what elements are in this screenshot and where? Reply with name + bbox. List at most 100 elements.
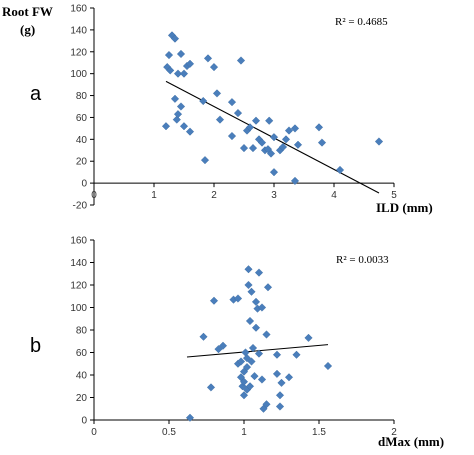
panel-a-x-axis-title: ILD (mm) — [376, 200, 433, 215]
panel-b-x-tick-label: 2 — [391, 427, 397, 438]
panel-b-data-point — [233, 294, 243, 303]
panel-a-data-point — [257, 138, 267, 147]
panel-a-data-point — [170, 94, 180, 103]
panel-a-data-point — [212, 89, 222, 98]
panel-b-data-point — [209, 296, 219, 305]
panel-a-y-tick-label: 40 — [76, 135, 88, 146]
panel-b-data-point — [247, 287, 256, 296]
panel-letter-a: a — [30, 83, 42, 105]
panel-b-data-point — [245, 316, 255, 326]
panel-b-data-point — [272, 350, 282, 359]
panel-a-data-point — [203, 54, 213, 63]
panel-a-data-point — [164, 50, 174, 60]
panel-b-data-point — [284, 373, 294, 382]
panel-b-data-point — [262, 400, 271, 409]
panel-b-data-point — [257, 303, 267, 312]
panel-a-data-point — [269, 168, 279, 177]
panel-a-data-point — [236, 56, 246, 65]
panel-b-data-point — [242, 363, 252, 372]
panel-a-x-tick-label: 2 — [211, 190, 217, 201]
panel-a-x-tick-label: 5 — [391, 190, 397, 201]
panel-a-y-tick-label: 160 — [70, 4, 87, 15]
panel-b-trendline — [186, 344, 329, 358]
panel-b-y-tick-label: 100 — [70, 303, 87, 314]
panel-b-data-point — [254, 349, 264, 358]
panel-a-data-point — [265, 116, 274, 125]
y-axis-title-line1: Root FW — [2, 4, 53, 19]
panel-b-chart: b 0 20 40 60 80 100 120 140 160 0 0.5 1 1.5 2 R² = 0… — [30, 236, 444, 450]
panel-b-x-tick-label: 0.5 — [162, 427, 176, 438]
panel-a-data-point — [179, 122, 189, 131]
panel-b-data-point — [323, 361, 333, 371]
panel-b-data-point — [239, 391, 249, 400]
panel-b-data-point — [241, 348, 250, 357]
panel-a-data-point — [215, 115, 225, 124]
panel-a-y-tick-label: 120 — [70, 47, 87, 58]
panel-b-data-point — [199, 332, 208, 341]
panel-a-data-point — [335, 165, 345, 175]
panel-a-data-point — [284, 126, 294, 135]
panel-b-data-point — [250, 372, 259, 381]
panel-b-data-point — [244, 265, 253, 274]
panel-b-y-tick-label: 80 — [76, 326, 88, 337]
panel-a-data-point — [290, 176, 300, 186]
panel-b-x-tick-label: 1.5 — [312, 427, 326, 438]
panel-a-data-point — [209, 63, 219, 72]
panel-a-data-point — [173, 110, 183, 119]
panel-a-data-point — [251, 116, 261, 125]
panel-a-data-point — [293, 140, 303, 149]
panel-b-r2-label: R² = 0.0033 — [336, 254, 389, 266]
y-axis-title-line2: (g) — [20, 22, 35, 37]
panel-b-y-tick-label: 140 — [70, 258, 87, 269]
panel-b-y-tick-label: 160 — [70, 236, 87, 247]
panel-a-data-point — [245, 123, 255, 132]
panel-b-data-point — [263, 283, 273, 292]
panel-a-data-point — [227, 98, 237, 107]
panel-a-data-point — [266, 149, 276, 158]
panel-a-data-point — [278, 142, 288, 152]
panel-a-x-tick-label: 4 — [331, 190, 337, 201]
panel-a-y-tick-label: 20 — [76, 157, 88, 168]
panel-a-data-point — [172, 115, 181, 124]
panel-b-data-point — [247, 357, 256, 366]
panel-a-r2-label: R² = 0.4685 — [335, 16, 388, 28]
panel-b-data-point — [275, 391, 285, 400]
panel-a-data-point — [176, 49, 186, 59]
panel-a-data-point — [170, 34, 180, 43]
panel-b-data-point — [277, 378, 286, 387]
panel-b-data-point — [262, 330, 271, 339]
panel-a-data-point — [317, 138, 327, 147]
panel-a-data-point — [239, 144, 249, 153]
panel-a-data-point — [176, 102, 186, 111]
panel-b-data-point — [206, 383, 216, 392]
panel-a-data-point — [233, 108, 243, 118]
panel-b-data-point — [272, 369, 282, 378]
panel-a-data-point — [185, 127, 195, 136]
panel-a-x-tick-label: 0 — [91, 190, 97, 201]
panel-a-data-point — [185, 59, 195, 68]
panel-a-x-tick-label: 1 — [151, 190, 157, 201]
panel-a-data-point — [161, 122, 171, 131]
panel-b-data-point — [304, 333, 313, 342]
panel-letter-b: b — [30, 335, 41, 357]
panel-b-data-point — [254, 268, 264, 277]
panel-a-y-tick-label: 140 — [70, 25, 87, 36]
panel-b-data-point — [245, 382, 255, 391]
panel-a-x-tick-label: 3 — [271, 190, 277, 201]
panel-b-data-point — [292, 350, 301, 359]
panel-b-data-point — [248, 343, 258, 353]
panel-a-data-point — [179, 69, 189, 78]
panel-b-y-tick-label: 20 — [76, 393, 88, 404]
panel-b-data-point — [251, 323, 261, 332]
panel-b-y-tick-label: 120 — [70, 281, 87, 292]
panel-b-data-point — [236, 357, 246, 366]
panel-b-data-point — [185, 413, 195, 422]
panel-b-data-point — [257, 375, 267, 384]
panel-b-data-point — [239, 377, 249, 386]
panel-a-data-point — [281, 135, 291, 144]
panel-a-data-point — [200, 156, 210, 165]
panel-a-y-tick-label: 0 — [81, 179, 87, 190]
panel-a-y-tick-label: -20 — [73, 201, 88, 212]
